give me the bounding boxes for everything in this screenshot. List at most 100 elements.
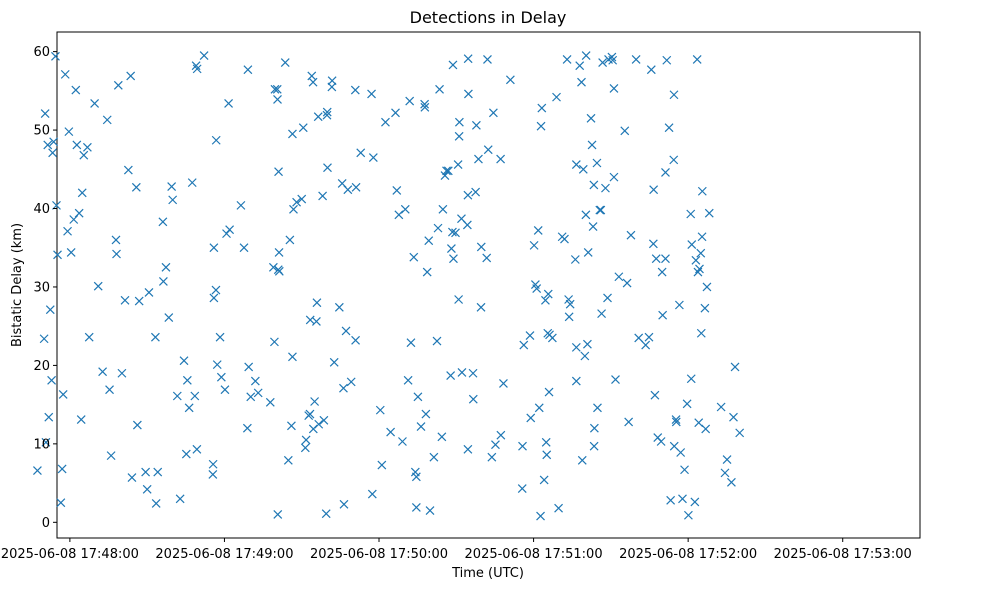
data-point bbox=[394, 210, 404, 220]
x-tick-label: 2025-06-08 17:50:00 bbox=[310, 547, 448, 562]
data-point bbox=[422, 267, 432, 277]
chart-title: Detections in Delay bbox=[410, 8, 567, 27]
data-point bbox=[56, 498, 66, 508]
data-point bbox=[690, 497, 700, 507]
data-point bbox=[664, 123, 674, 133]
data-point bbox=[98, 367, 108, 377]
y-axis-ticks: 0 10 20 30 40 50 60 bbox=[33, 45, 57, 531]
data-point bbox=[575, 61, 585, 71]
data-point bbox=[134, 296, 144, 306]
data-point bbox=[274, 248, 284, 257]
data-point bbox=[601, 183, 610, 193]
data-point bbox=[440, 171, 450, 180]
data-point bbox=[662, 55, 672, 65]
data-point bbox=[283, 455, 293, 465]
data-point bbox=[696, 248, 706, 258]
data-point bbox=[609, 84, 619, 93]
data-point bbox=[287, 421, 296, 431]
data-point bbox=[270, 84, 280, 94]
data-point bbox=[123, 165, 133, 175]
data-point bbox=[368, 153, 378, 162]
data-point bbox=[341, 326, 351, 336]
data-point bbox=[44, 412, 54, 422]
data-point bbox=[209, 293, 219, 303]
data-point bbox=[111, 235, 121, 245]
data-point bbox=[674, 300, 684, 310]
data-point bbox=[626, 230, 636, 240]
data-point bbox=[554, 503, 563, 513]
data-point bbox=[646, 65, 656, 75]
data-point bbox=[451, 228, 460, 238]
data-point bbox=[265, 397, 275, 407]
data-point bbox=[499, 379, 508, 388]
data-point bbox=[310, 397, 320, 406]
data-point bbox=[448, 60, 458, 70]
data-point bbox=[571, 342, 581, 352]
data-point bbox=[49, 137, 59, 147]
data-point bbox=[727, 477, 736, 487]
data-point bbox=[127, 473, 137, 483]
plot-frame bbox=[56, 31, 921, 539]
data-point bbox=[322, 107, 332, 117]
data-point bbox=[63, 226, 72, 236]
data-point bbox=[468, 368, 478, 378]
y-tick-label: 30 bbox=[33, 280, 50, 295]
data-point bbox=[48, 148, 58, 158]
plot-area: 2025-06-08 17:48:00 2025-06-08 17:49:00 20… bbox=[1, 31, 921, 562]
data-point bbox=[151, 499, 161, 508]
data-point bbox=[462, 220, 472, 230]
data-point bbox=[375, 405, 385, 415]
data-point bbox=[150, 332, 160, 342]
data-point bbox=[381, 117, 390, 127]
data-point bbox=[367, 489, 377, 499]
data-point bbox=[683, 510, 693, 520]
data-point bbox=[695, 264, 704, 274]
data-point bbox=[126, 71, 136, 81]
data-point bbox=[182, 375, 192, 385]
data-point bbox=[676, 448, 686, 457]
data-point bbox=[192, 444, 202, 454]
x-tick-label: 2025-06-08 17:53:00 bbox=[774, 547, 912, 562]
data-point bbox=[236, 200, 246, 210]
data-point bbox=[409, 252, 419, 262]
data-point bbox=[608, 55, 618, 65]
data-point bbox=[72, 140, 82, 150]
data-point bbox=[253, 388, 263, 398]
data-point bbox=[41, 437, 51, 447]
data-point bbox=[208, 470, 218, 479]
data-point bbox=[285, 235, 295, 245]
data-point bbox=[346, 377, 356, 387]
data-point bbox=[211, 135, 221, 145]
data-point bbox=[113, 80, 123, 90]
data-point bbox=[697, 186, 707, 196]
data-point bbox=[175, 494, 185, 504]
data-point bbox=[437, 432, 447, 442]
data-point bbox=[611, 375, 620, 384]
data-point bbox=[533, 226, 543, 235]
data-point bbox=[322, 110, 332, 120]
data-point bbox=[581, 51, 591, 60]
data-point bbox=[421, 409, 431, 419]
data-point bbox=[571, 376, 581, 386]
data-point bbox=[82, 142, 92, 152]
data-point bbox=[435, 84, 444, 94]
data-point bbox=[416, 422, 426, 432]
data-point bbox=[542, 450, 552, 460]
data-point bbox=[339, 499, 349, 509]
data-point bbox=[701, 424, 711, 434]
data-point bbox=[596, 205, 606, 215]
data-point bbox=[209, 243, 219, 253]
data-point bbox=[298, 123, 308, 133]
data-point bbox=[53, 250, 62, 260]
x-tick-label: 2025-06-08 17:49:00 bbox=[155, 547, 293, 562]
data-point bbox=[474, 154, 483, 164]
y-tick-label: 60 bbox=[33, 45, 50, 60]
data-point bbox=[413, 392, 423, 402]
data-point bbox=[534, 403, 544, 413]
data-point bbox=[420, 102, 430, 112]
data-point bbox=[314, 419, 324, 429]
data-point bbox=[562, 55, 572, 64]
data-point bbox=[311, 317, 321, 326]
data-point bbox=[168, 195, 178, 205]
